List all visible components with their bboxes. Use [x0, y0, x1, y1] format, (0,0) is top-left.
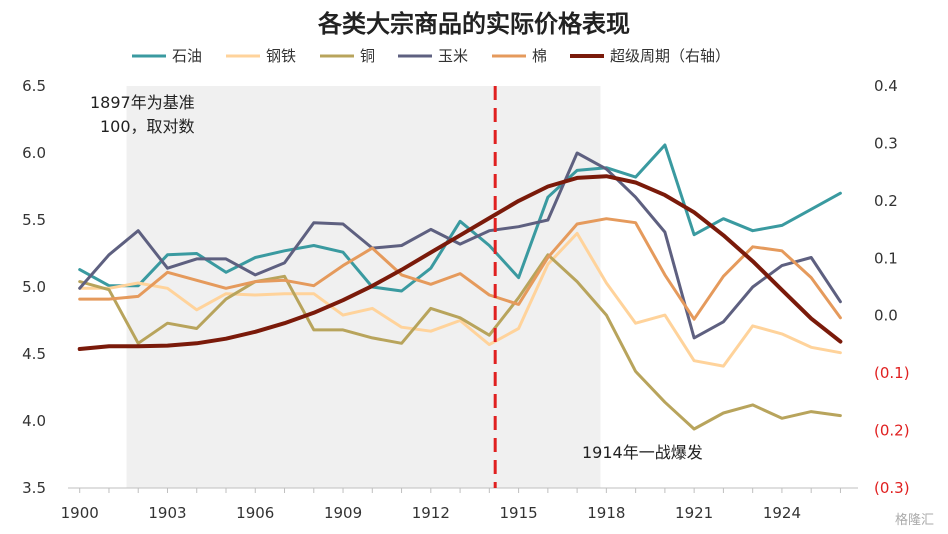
base-note-line1: 1897年为基准: [90, 93, 195, 112]
left-tick-label: 3.5: [22, 479, 46, 497]
left-tick-label: 5.5: [22, 211, 46, 229]
right-tick-label: 0.4: [874, 77, 898, 95]
right-tick-label: (0.2): [874, 422, 910, 440]
x-tick-label: 1915: [499, 504, 537, 522]
x-tick-label: 1909: [324, 504, 362, 522]
right-y-axis: (0.3) (0.2) (0.1) 0.0 0.1 0.2 0.3 0.4: [874, 77, 910, 497]
right-tick-label: 0.3: [874, 134, 898, 152]
legend: 石油 钢铁 铜 玉米 棉 超级周期（右轴）: [132, 47, 730, 65]
series-line-铜: [78, 253, 842, 431]
x-tick-label: 1900: [61, 504, 99, 522]
chart-title: 各类大宗商品的实际价格表现: [317, 10, 630, 38]
legend-label: 石油: [172, 47, 202, 65]
legend-label: 铜: [360, 47, 375, 65]
x-tick-label: 1912: [412, 504, 450, 522]
left-tick-label: 6.5: [22, 77, 46, 95]
ww1-period-shading: [126, 86, 601, 488]
legend-label: 钢铁: [266, 47, 296, 65]
legend-label: 超级周期（右轴）: [610, 47, 730, 65]
left-tick-label: 4.5: [22, 345, 46, 363]
series-lines: [77, 143, 843, 431]
left-tick-label: 5.0: [22, 278, 46, 296]
base-note-line2: 100，取对数: [100, 117, 195, 136]
left-tick-label: 6.0: [22, 144, 46, 162]
x-tick-label: 1903: [148, 504, 186, 522]
right-tick-label: 0.0: [874, 307, 898, 325]
x-axis: 1900 1903 1906 1909 1912 1915 1918 1921 1924: [61, 487, 858, 522]
x-tick-label: 1924: [763, 504, 801, 522]
left-tick-label: 4.0: [22, 412, 46, 430]
series-line-超级周期（右轴）: [77, 174, 843, 351]
right-tick-label: 0.1: [874, 249, 898, 267]
right-tick-label: 0.2: [874, 192, 898, 210]
series-line-玉米: [78, 151, 842, 340]
series-line-棉: [78, 217, 842, 321]
event-annotation: 1914年一战爆发: [582, 443, 703, 462]
watermark: 格隆汇: [895, 512, 934, 528]
legend-label: 棉: [532, 47, 547, 65]
right-tick-label: (0.3): [874, 479, 910, 497]
x-tick-label: 1918: [587, 504, 625, 522]
legend-label: 玉米: [438, 47, 468, 65]
left-y-axis: 3.5 4.0 4.5 5.0 5.5 6.0 6.5: [22, 77, 46, 497]
x-tick-label: 1906: [236, 504, 274, 522]
series-line-钢铁: [78, 231, 842, 368]
right-tick-label: (0.1): [874, 364, 910, 382]
x-tick-label: 1921: [675, 504, 713, 522]
